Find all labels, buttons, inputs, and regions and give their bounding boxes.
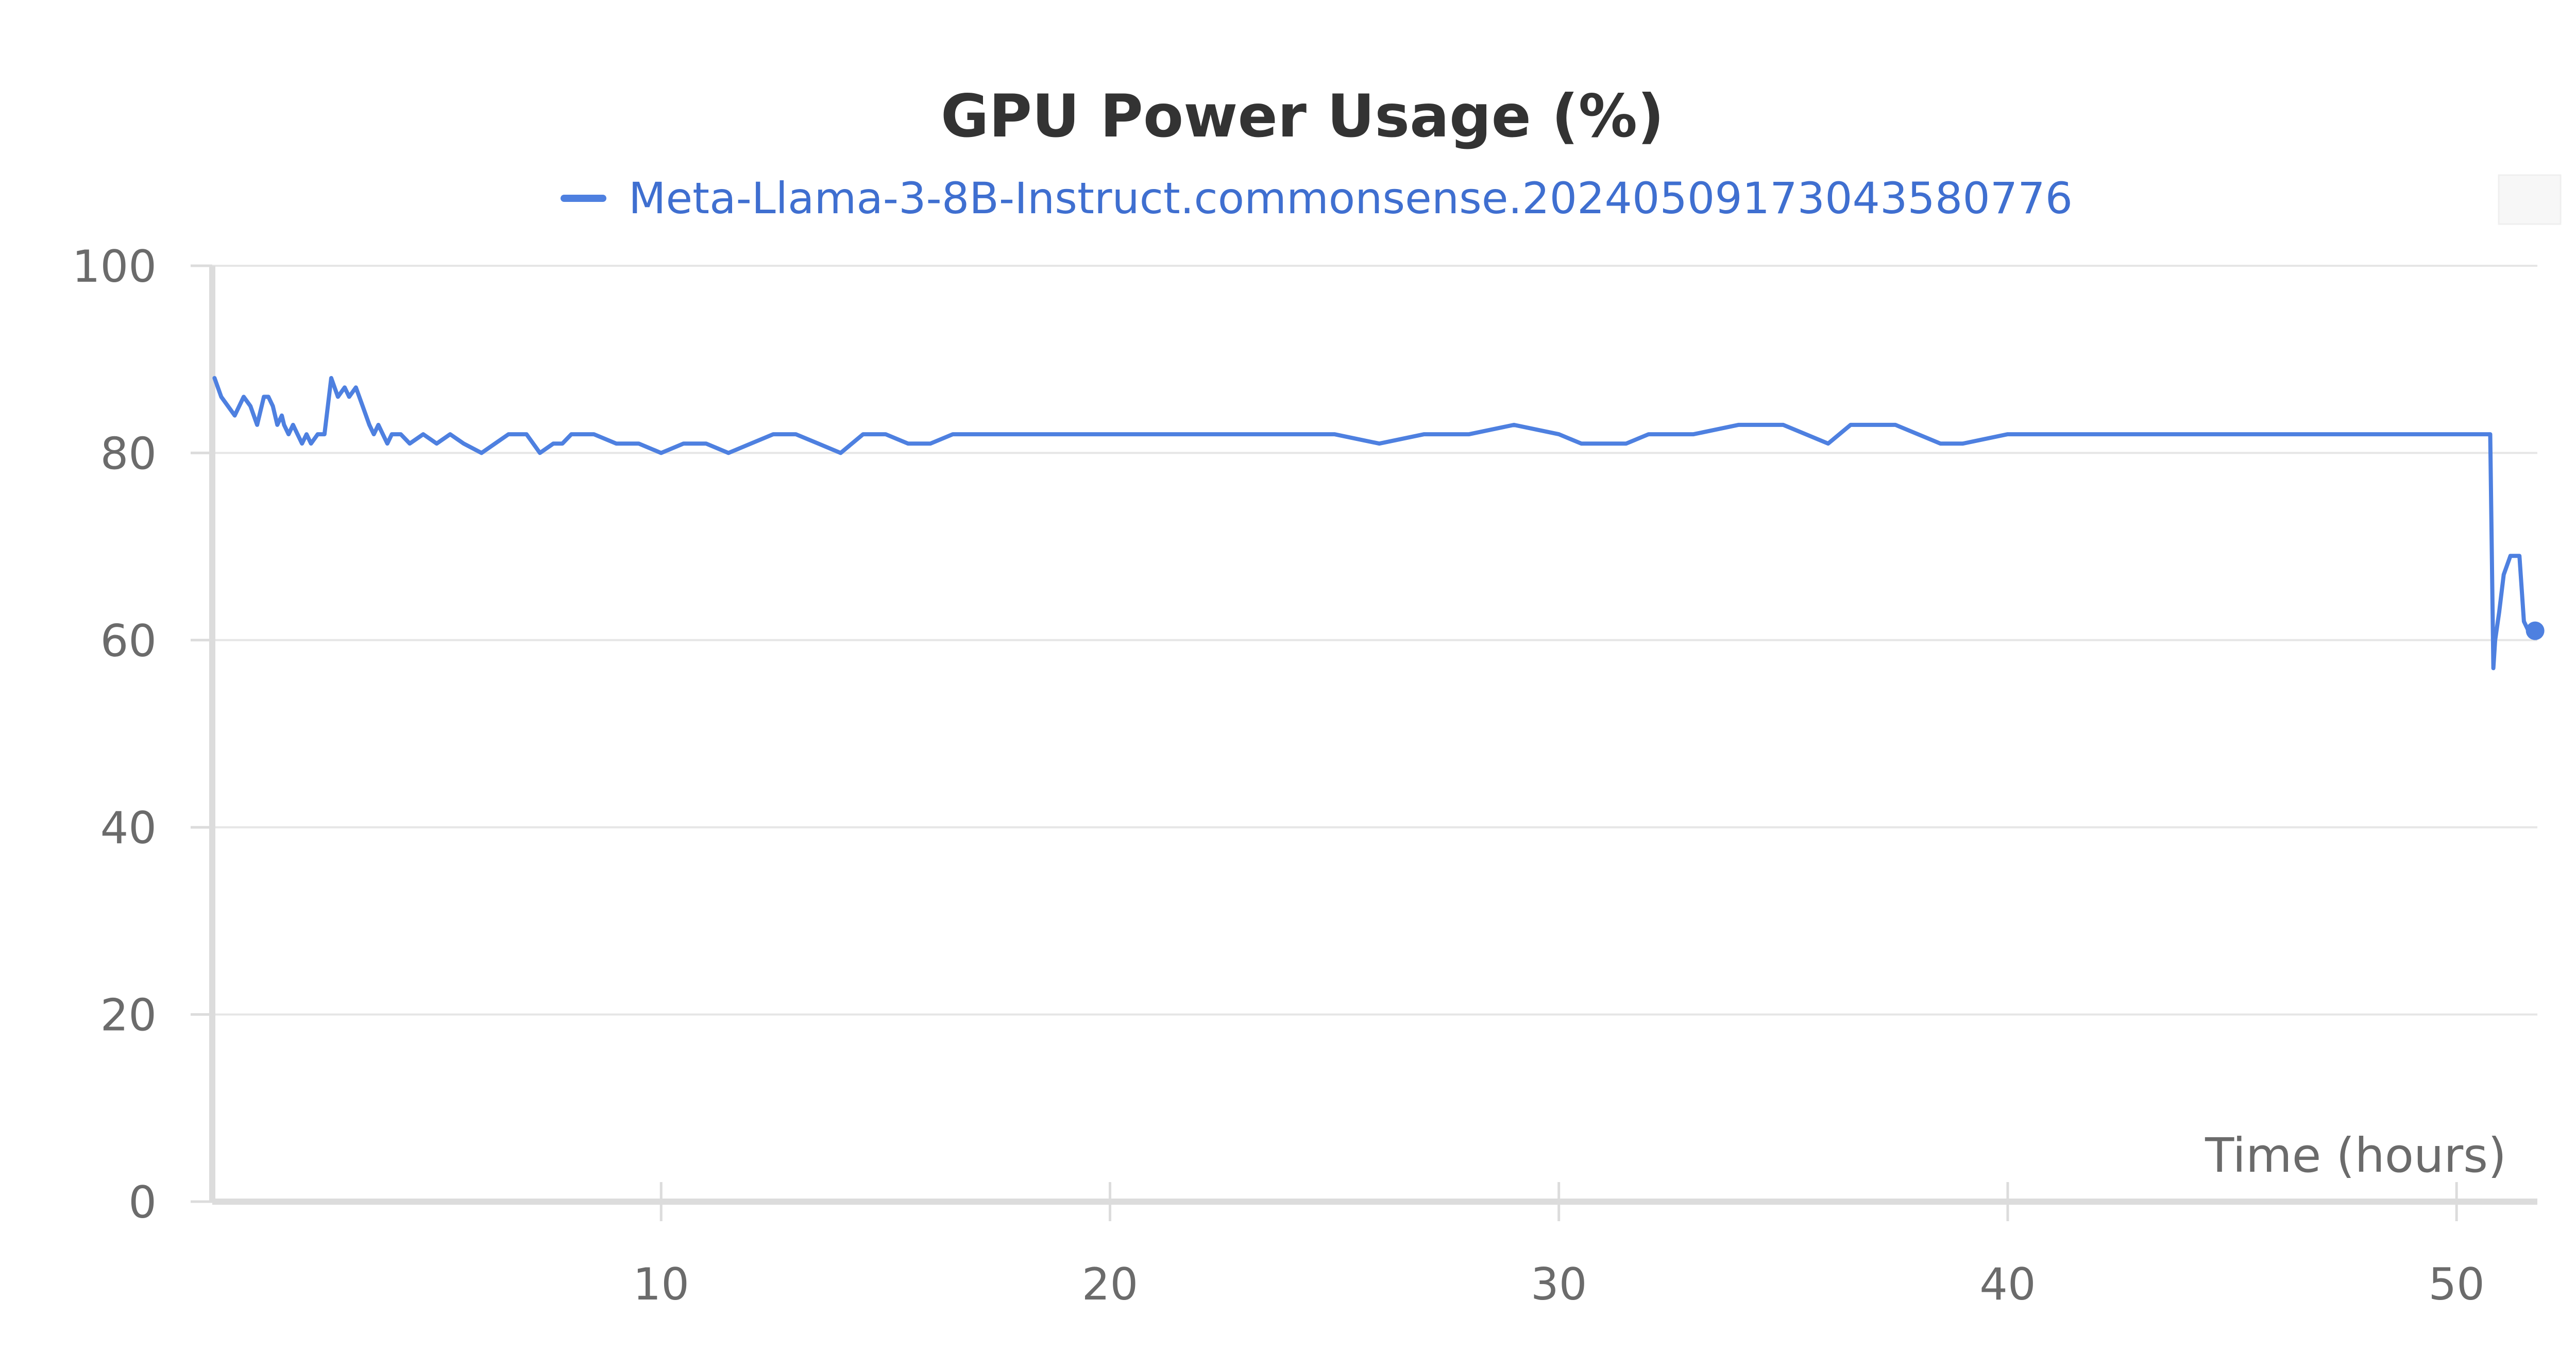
- series-layer: [212, 376, 2545, 671]
- legend[interactable]: Meta-Llama-3-8B-Instruct.commonsense.202…: [561, 173, 2073, 224]
- grid: [212, 265, 2537, 1016]
- x-axis-ticks: 10 20 30 40 50: [633, 1182, 2485, 1310]
- series-end-point[interactable]: [2526, 621, 2545, 640]
- x-tick-label: 50: [2428, 1259, 2484, 1310]
- y-tick-label: 0: [128, 1177, 157, 1228]
- x-tick-label: 30: [1531, 1259, 1587, 1310]
- x-axis-label: Time (hours): [2205, 1128, 2506, 1183]
- axes: [209, 266, 2537, 1205]
- chart-title: GPU Power Usage (%): [941, 82, 1664, 150]
- y-tick-label: 40: [100, 802, 157, 854]
- legend-scroll-box[interactable]: [2498, 174, 2562, 225]
- x-tick-label: 40: [1979, 1259, 2036, 1310]
- legend-label: Meta-Llama-3-8B-Instruct.commonsense.202…: [629, 173, 2073, 224]
- y-tick-label: 80: [100, 428, 157, 480]
- y-axis-ticks: 0 20 40 60 80 100: [72, 241, 212, 1228]
- series-line[interactable]: [212, 376, 2537, 671]
- y-tick-label: 20: [100, 990, 157, 1041]
- x-tick-label: 20: [1082, 1259, 1138, 1310]
- y-tick-label: 100: [72, 241, 157, 293]
- x-tick-label: 10: [633, 1259, 689, 1310]
- y-tick-label: 60: [100, 615, 157, 667]
